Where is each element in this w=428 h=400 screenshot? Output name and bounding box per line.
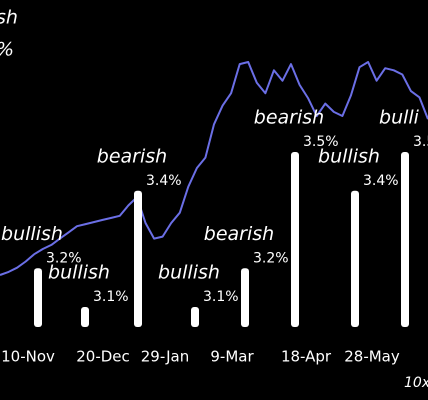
bar <box>34 268 42 327</box>
x-tick-label: 18-Apr <box>281 348 332 366</box>
x-tick-label: 28-May <box>344 348 400 366</box>
annotation: sh <box>0 7 18 29</box>
annotation: % <box>0 39 14 61</box>
bar <box>191 307 199 327</box>
bar-value-label: 3.4% <box>363 173 399 189</box>
bar-annotation: bearish <box>254 107 324 129</box>
bar <box>81 307 89 327</box>
bar-value-label: 3.1% <box>203 289 239 305</box>
annotation: 10x <box>404 375 428 391</box>
bar-value-label: 3.4% <box>146 173 182 189</box>
bar-value-label: 3.5% <box>303 134 339 150</box>
bar-value-label: 3.1% <box>93 289 129 305</box>
x-tick-label: 29-Jan <box>141 348 189 366</box>
bar-annotation: bearish <box>204 223 274 245</box>
bar-value-label: 3.5 <box>413 134 428 150</box>
bar <box>401 152 409 327</box>
bar-annotation: bullish <box>48 262 110 284</box>
bar <box>134 190 142 327</box>
price-line <box>0 61 428 276</box>
bar-value-label: 3.2% <box>253 250 289 266</box>
x-tick-label: 10-Nov <box>1 348 55 366</box>
bar-annotation: bullish <box>1 223 63 245</box>
bar-annotation: bullish <box>158 262 220 284</box>
bar <box>351 190 359 327</box>
bar <box>241 268 249 327</box>
bar-annotation: bullish <box>318 145 380 167</box>
x-tick-label: 9-Mar <box>210 348 254 366</box>
bar-annotation: bulli <box>379 107 420 129</box>
bar <box>291 152 299 327</box>
x-tick-label: 20-Dec <box>76 348 130 366</box>
bar-value-label: 3.2% <box>46 250 82 266</box>
bar-annotation: bearish <box>97 145 167 167</box>
